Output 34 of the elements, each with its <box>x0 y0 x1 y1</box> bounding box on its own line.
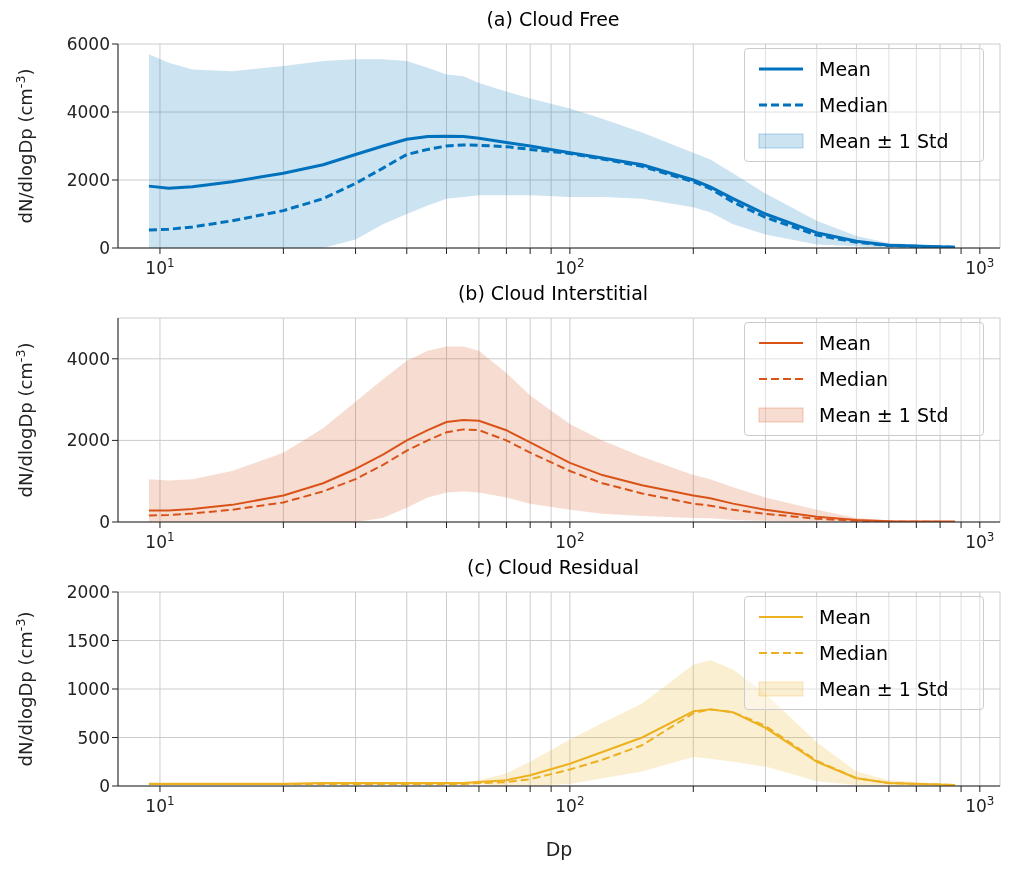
x-tick-label: 10$^{2}$ <box>555 530 585 552</box>
x-axis-title: Dp <box>545 838 573 860</box>
x-tick-label: 10$^{2}$ <box>555 256 585 278</box>
x-tick-label: 10$^{2}$ <box>555 794 585 816</box>
x-tick-label: 10$^{3}$ <box>965 530 995 552</box>
x-tick-label: 10$^{1}$ <box>145 530 175 552</box>
y-tick-label: 4000 <box>66 348 110 369</box>
x-tick-label: 10$^{1}$ <box>145 256 175 278</box>
y-tick-label: 0 <box>99 512 110 533</box>
y-tick-label: 6000 <box>66 34 110 55</box>
y-tick-label: 500 <box>77 727 110 748</box>
x-tick-label: 10$^{1}$ <box>145 794 175 816</box>
y-tick-label: 0 <box>99 776 110 797</box>
y-tick-label: 1000 <box>66 679 110 700</box>
legend-label: Mean <box>819 332 871 354</box>
legend-label: Median <box>819 642 889 664</box>
chart-title: (b) Cloud Interstitial <box>456 282 650 306</box>
y-tick-label: 2000 <box>66 430 110 451</box>
chart-title: (a) Cloud Free <box>485 8 621 32</box>
y-tick-label: 0 <box>99 238 110 259</box>
y-tick-label: 1500 <box>66 630 110 651</box>
x-tick-label: 10$^{3}$ <box>965 256 995 278</box>
y-tick-label: 2000 <box>66 170 110 191</box>
annotation: Mean ± 1 Std <box>819 130 949 152</box>
legend-label: Median <box>819 94 889 116</box>
legend-label: Mean <box>819 606 871 628</box>
legend-label: Mean <box>819 58 871 80</box>
chart-title: (c) Cloud Residual <box>466 556 640 580</box>
y-tick-label: 2000 <box>66 582 110 603</box>
legend-label: Median <box>819 368 889 390</box>
annotation: Mean ± 1 Std <box>819 678 949 700</box>
y-tick-label: 4000 <box>66 102 110 123</box>
annotation: Mean ± 1 Std <box>819 404 949 426</box>
x-tick-label: 10$^{3}$ <box>965 794 995 816</box>
